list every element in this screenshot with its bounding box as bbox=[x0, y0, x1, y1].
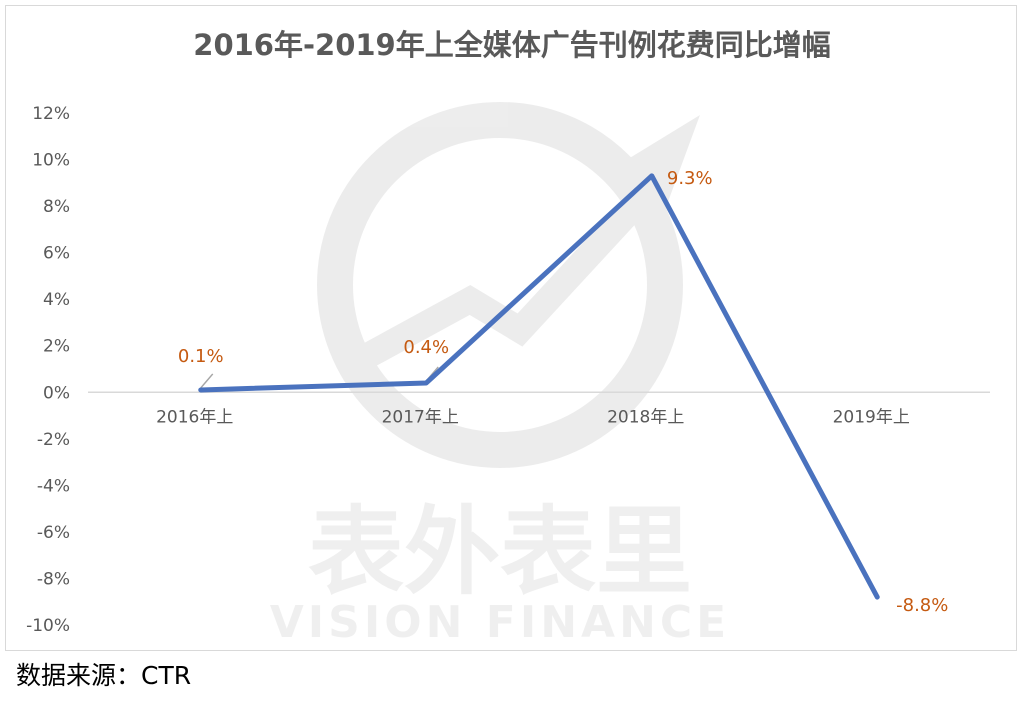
x-tick-label: 2016年上 bbox=[156, 407, 233, 427]
data-label: 0.1% bbox=[178, 346, 224, 367]
watermark-cn-text: 表外表里 bbox=[308, 496, 692, 608]
y-tick-label: -4% bbox=[37, 476, 70, 496]
data-labels: 0.1% 0.4% 9.3% -8.8% bbox=[178, 168, 948, 616]
source-label: 数据来源： bbox=[16, 661, 142, 690]
data-label: 9.3% bbox=[667, 168, 713, 189]
chart-title: 2016年-2019年上全媒体广告刊例花费同比增幅 bbox=[193, 28, 831, 62]
y-tick-label: 0% bbox=[43, 383, 70, 403]
series-line bbox=[198, 173, 880, 600]
y-tick-label: 2% bbox=[43, 337, 70, 357]
y-tick-label: -10% bbox=[26, 616, 70, 636]
y-tick-label: -8% bbox=[37, 569, 70, 589]
y-tick-label: -2% bbox=[37, 430, 70, 450]
y-tick-label: 4% bbox=[43, 290, 70, 310]
x-tick-label: 2017年上 bbox=[382, 407, 459, 427]
watermark-en-text: VISION FINANCE bbox=[270, 597, 731, 648]
y-axis-labels: 12% 10% 8% 6% 4% 2% 0% -2% -4% -6% -8% -10% bbox=[26, 104, 70, 636]
y-tick-label: -6% bbox=[37, 523, 70, 543]
y-tick-label: 6% bbox=[43, 244, 70, 264]
x-tick-label: 2019年上 bbox=[833, 407, 910, 427]
watermark-logo bbox=[317, 102, 700, 468]
source-value: CTR bbox=[141, 661, 192, 690]
y-tick-label: 8% bbox=[43, 197, 70, 217]
leader-line bbox=[200, 373, 214, 389]
x-axis-labels: 2016年上 2017年上 2018年上 2019年上 bbox=[156, 407, 910, 427]
data-label: 0.4% bbox=[403, 337, 449, 358]
y-tick-label: 10% bbox=[32, 151, 70, 171]
source-note: 数据来源：CTR bbox=[16, 656, 191, 692]
x-tick-label: 2018年上 bbox=[607, 407, 684, 427]
data-label: -8.8% bbox=[896, 595, 948, 616]
y-tick-label: 12% bbox=[32, 104, 70, 124]
